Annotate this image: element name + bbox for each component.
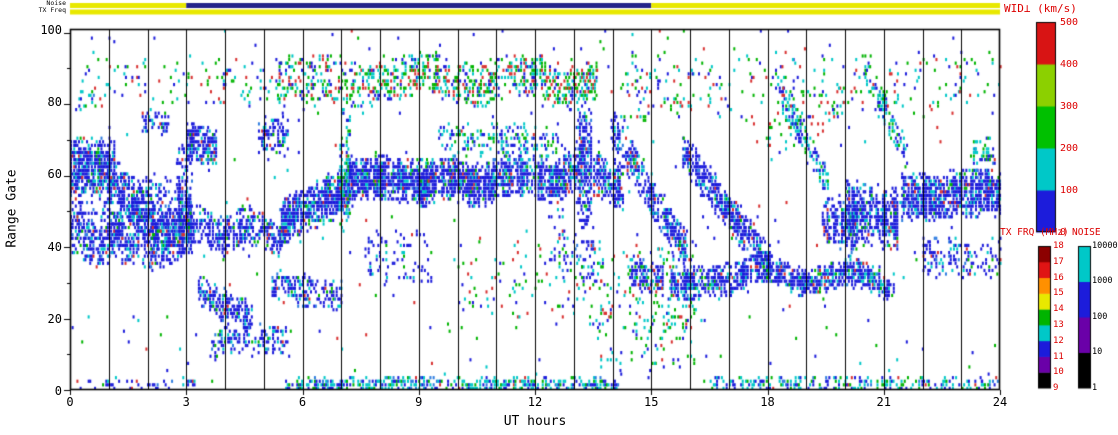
x-tick-24: 24	[992, 395, 1008, 409]
x-tick-18: 18	[760, 395, 775, 409]
noise-label-1000: 1000	[1092, 276, 1113, 286]
tx-label-15: 15	[1053, 288, 1064, 298]
y-axis-title: Range Gate	[4, 169, 20, 248]
y-tick-80: 80	[47, 95, 62, 109]
wid-label-500: 500	[1060, 17, 1079, 28]
y-tick-100: 100	[40, 23, 62, 37]
tx-label-11: 11	[1053, 352, 1064, 362]
y-tick-0: 0	[54, 384, 62, 398]
x-axis-title: UT hours	[503, 414, 567, 429]
x-tick-21: 21	[876, 395, 891, 409]
x-tick-9: 9	[415, 395, 423, 409]
noise-label-10: 10	[1092, 347, 1103, 357]
noise-label-10000: 10000	[1092, 241, 1118, 251]
txfreq-strip-label: TX Freq	[38, 6, 66, 14]
tx-label-12: 12	[1053, 336, 1064, 346]
noise-label-1: 1	[1092, 383, 1098, 393]
noise-label-100: 100	[1092, 312, 1108, 322]
x-tick-3: 3	[182, 395, 190, 409]
x-tick-15: 15	[644, 395, 659, 409]
tx-label-9: 9	[1053, 383, 1059, 393]
x-tick-6: 6	[298, 395, 307, 409]
wid-label-200: 200	[1060, 143, 1079, 154]
tx-label-10: 10	[1053, 367, 1064, 377]
noise-colorbar-title: NOISE	[1072, 227, 1101, 238]
tx-label-14: 14	[1053, 304, 1064, 314]
wid-label-0: 0	[1060, 227, 1067, 238]
y-tick-40: 40	[47, 240, 62, 254]
y-tick-20: 20	[47, 312, 62, 326]
tx-label-17: 17	[1053, 257, 1064, 267]
wid-label-100: 100	[1060, 185, 1079, 196]
wid-label-400: 400	[1060, 59, 1079, 70]
tx-frq-colorbar-title: TX FRQ (MHz)	[1000, 227, 1069, 238]
tx-label-16: 16	[1053, 273, 1064, 283]
tx-label-13: 13	[1053, 320, 1064, 330]
noise-strip-label: Noise	[46, 0, 66, 7]
tx-label-18: 18	[1053, 241, 1064, 251]
y-tick-60: 60	[47, 167, 62, 181]
x-tick-0: 0	[66, 395, 74, 409]
wid-label-300: 300	[1060, 101, 1079, 112]
wid-colorbar-title: WID⊥ (km/s)	[1004, 2, 1077, 15]
x-tick-12: 12	[527, 395, 543, 409]
